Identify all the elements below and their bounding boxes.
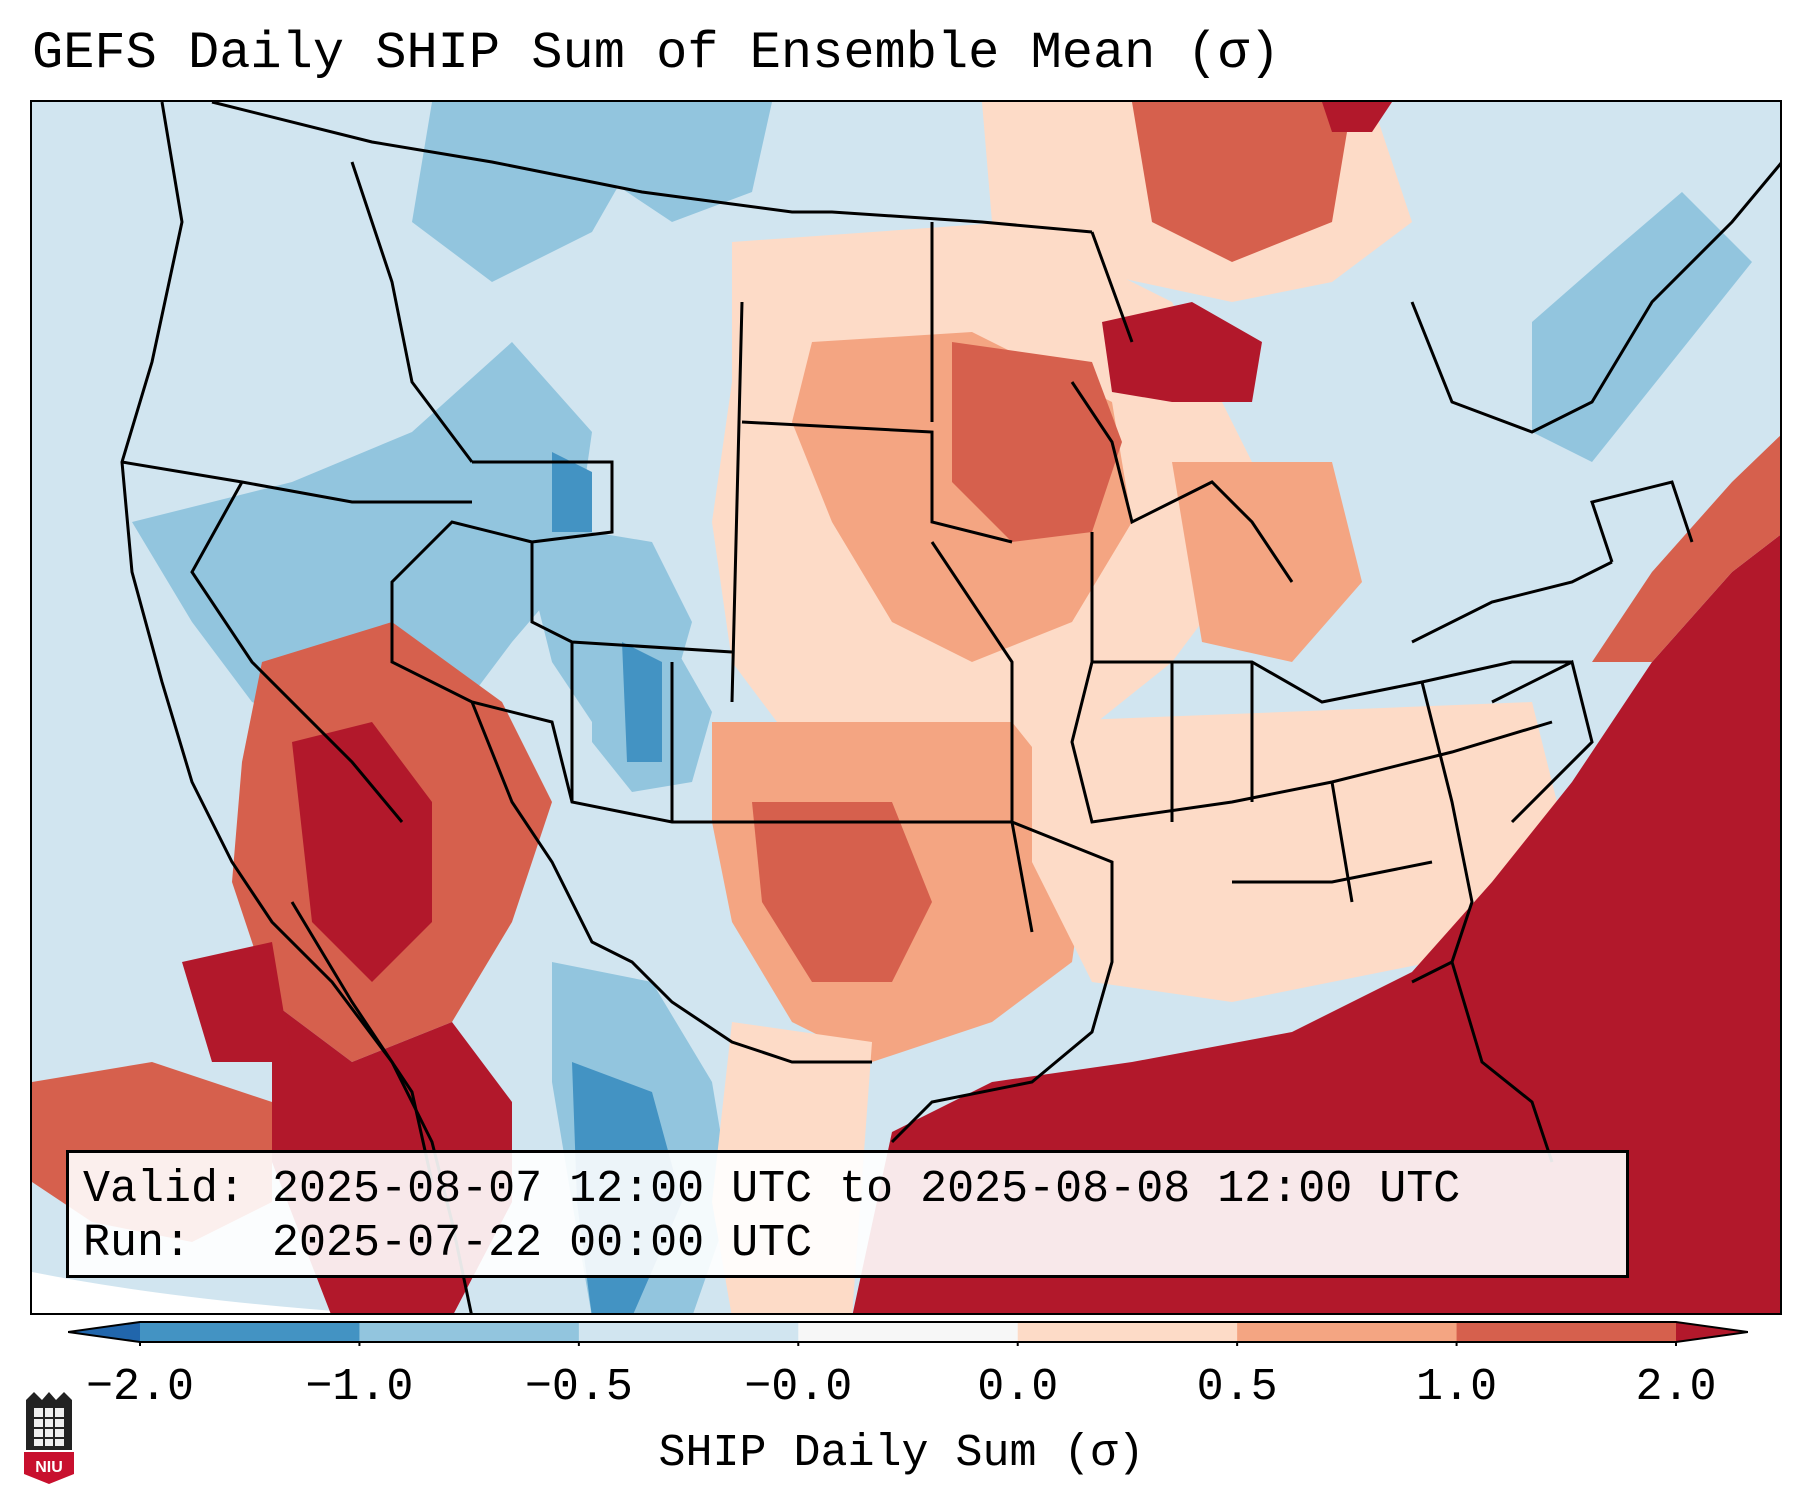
run-label: Run:	[83, 1218, 192, 1269]
colorbar-tick-label: 0.0	[977, 1362, 1059, 1413]
colorbar-segment	[359, 1322, 580, 1342]
colorbar-segment	[1017, 1322, 1238, 1342]
colorbar	[68, 1321, 1748, 1346]
info-box: Valid: 2025-08-07 12:00 UTC to 2025-08-0…	[66, 1150, 1629, 1278]
field-positive-hudson	[1132, 102, 1352, 262]
field-negative-northeast	[1532, 192, 1752, 462]
niu-logo-icon: NIU	[24, 1392, 74, 1484]
anomaly-map	[32, 102, 1780, 1313]
field-positive-south	[1032, 702, 1572, 1002]
run-row: Run: 2025-07-22 00:00 UTC	[83, 1217, 1612, 1271]
field-positive-great-lakes	[1172, 462, 1362, 662]
field-strong-wyoming	[552, 452, 592, 532]
valid-row: Valid: 2025-08-07 12:00 UTC to 2025-08-0…	[83, 1163, 1612, 1217]
colorbar-segment	[798, 1322, 1019, 1342]
field-positive-atlantic	[1592, 435, 1780, 662]
field-negative-west	[132, 342, 592, 742]
field-negative-north	[412, 102, 632, 282]
colorbar-tick-label: −0.0	[744, 1362, 853, 1413]
field-strong-pacific	[182, 942, 292, 1062]
chart-title: GEFS Daily SHIP Sum of Ensemble Mean (σ)	[32, 24, 1281, 83]
coastlines-borders	[120, 102, 1780, 1313]
colorbar-tick-label: 2.0	[1635, 1362, 1717, 1413]
field-strong-lake-superior	[1102, 302, 1262, 402]
field-strong-gulf-atlantic	[852, 535, 1780, 1313]
field-negative-canada	[572, 102, 772, 222]
map-panel	[30, 100, 1782, 1315]
colorbar-extend-high	[1676, 1322, 1748, 1342]
colorbar-tick-label: −2.0	[85, 1362, 195, 1413]
field-positive-central-texas	[752, 802, 932, 982]
colorbar-segment	[140, 1322, 360, 1342]
colorbar-segment	[1237, 1322, 1458, 1342]
colorbar-segment	[1456, 1322, 1677, 1342]
field-strong-southwest	[292, 722, 432, 982]
niu-logo: NIU	[20, 1390, 78, 1491]
niu-logo-text: NIU	[35, 1459, 63, 1476]
colorbar-tick-label: −1.0	[305, 1362, 414, 1413]
colorbar-extend-low	[68, 1322, 140, 1342]
colorbar-label: SHIP Daily Sum (σ)	[658, 1428, 1145, 1479]
run-value: 2025-07-22 00:00 UTC	[272, 1218, 813, 1269]
valid-label: Valid:	[83, 1164, 246, 1215]
colorbar-tick-label: 1.0	[1416, 1362, 1498, 1413]
colorbar-segment	[578, 1322, 799, 1342]
colorbar-tick-label: −0.5	[524, 1362, 633, 1413]
field-strong-colorado	[622, 642, 662, 762]
colorbar-tick-label: 0.5	[1196, 1362, 1278, 1413]
valid-value: 2025-08-07 12:00 UTC to 2025-08-08 12:00…	[272, 1164, 1461, 1215]
field-strong-hudson	[1322, 102, 1392, 132]
